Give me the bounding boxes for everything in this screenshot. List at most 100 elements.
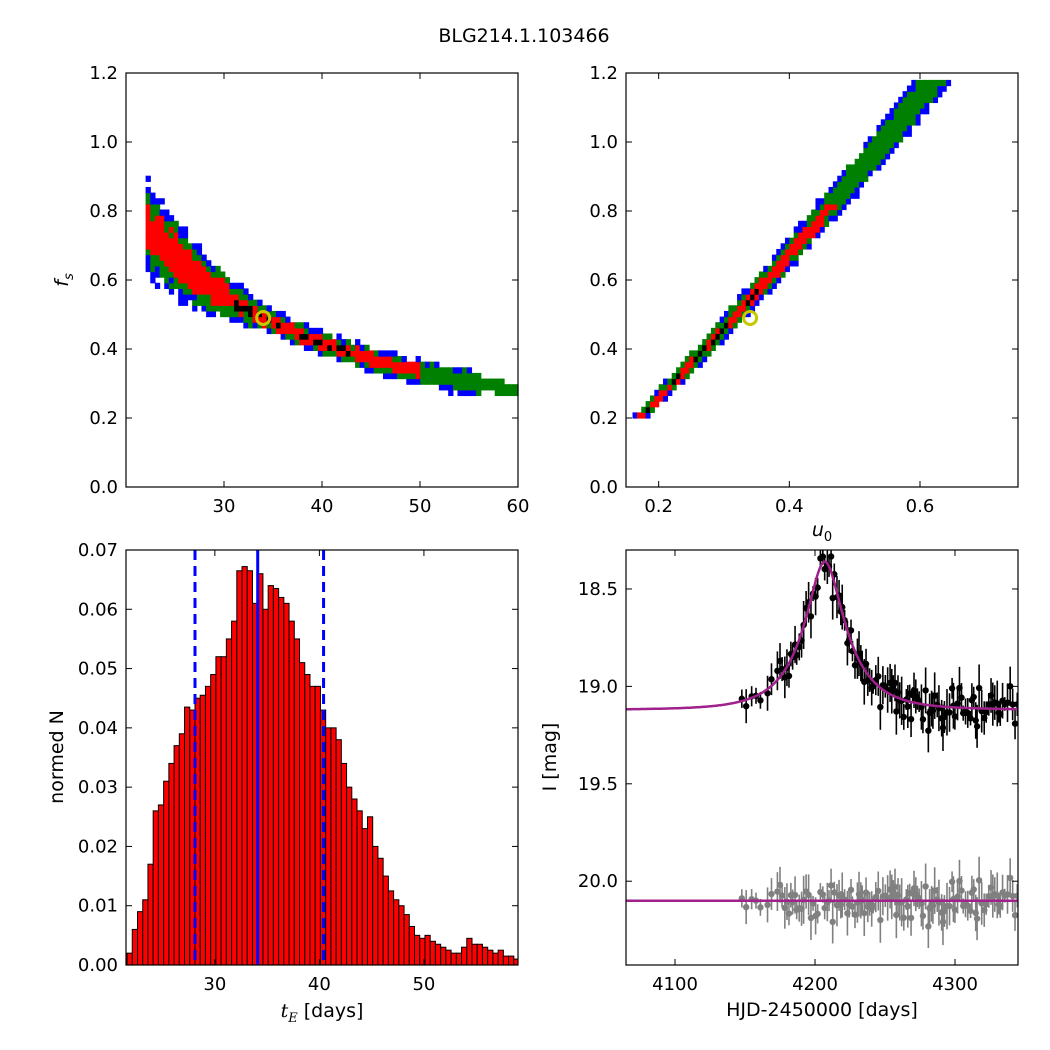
heatmap-cell xyxy=(234,288,240,295)
heatmap-cell xyxy=(201,294,207,301)
heatmap-cell xyxy=(880,119,886,126)
heatmap-cell xyxy=(341,350,347,357)
data-point xyxy=(757,697,764,704)
data-point xyxy=(975,684,983,692)
heatmap-cell xyxy=(641,412,647,419)
heatmap-cell xyxy=(224,299,230,306)
histogram-bar xyxy=(136,911,144,966)
heatmap-cell xyxy=(658,384,664,391)
heatmap-cell xyxy=(238,305,244,312)
heatmap-cell xyxy=(322,344,328,351)
data-point xyxy=(983,708,990,716)
heatmap-cell xyxy=(415,372,421,380)
heatmap-cell xyxy=(206,288,212,295)
data-point xyxy=(869,682,877,690)
heatmap-cell xyxy=(317,339,324,346)
heatmap-cell xyxy=(196,277,203,284)
heatmap-cell xyxy=(317,327,324,335)
heatmap-cell xyxy=(150,192,156,199)
heatmap-cell xyxy=(789,243,795,250)
heatmap-cell xyxy=(196,294,203,301)
heatmap-cell xyxy=(832,203,838,211)
data-point xyxy=(904,703,911,710)
heatmap-cell xyxy=(937,91,943,98)
heatmap-cell xyxy=(303,327,310,335)
heatmap-cell xyxy=(294,339,300,346)
heatmap-cell xyxy=(902,113,908,120)
heatmap-cell xyxy=(933,96,939,104)
heatmap-cell xyxy=(150,232,156,239)
histogram-bar xyxy=(215,656,222,966)
heatmap-cell xyxy=(872,164,878,171)
heatmap-cell xyxy=(192,305,198,312)
heatmap-cell xyxy=(294,327,300,335)
heatmap-cell xyxy=(341,344,347,351)
heatmap-cell xyxy=(294,333,300,340)
heatmap-cell xyxy=(210,282,217,289)
histogram-bar xyxy=(335,739,342,966)
heatmap-cell xyxy=(424,372,431,380)
heatmap-cell xyxy=(476,389,482,397)
heatmap-cell xyxy=(636,412,642,419)
residual-point xyxy=(875,887,882,895)
heatmap-cell xyxy=(854,164,860,171)
heatmap-cell xyxy=(750,294,756,301)
heatmap-cell xyxy=(693,356,699,363)
heatmap-cell xyxy=(676,378,682,385)
heatmap-cell xyxy=(159,226,165,233)
heatmap-cell xyxy=(178,277,184,284)
heatmap-cell xyxy=(392,367,398,374)
heatmap-cell xyxy=(452,378,459,385)
heatmap-cell xyxy=(859,164,864,171)
heatmap-cell xyxy=(308,344,314,351)
heatmap-cell xyxy=(280,316,286,323)
heatmap-cell xyxy=(238,316,244,323)
panel-tE-histogram-border xyxy=(125,549,519,966)
residual-point xyxy=(1009,892,1016,900)
heatmap-cell xyxy=(508,389,514,397)
heatmap-cell xyxy=(937,85,943,92)
heatmap-cell xyxy=(406,378,412,385)
heatmap-cell xyxy=(876,141,882,149)
fs-vs-u0-x-ticks: 0.2 0.4 0.6 xyxy=(644,73,934,517)
heatmap-cell xyxy=(229,294,235,301)
heatmap-cell xyxy=(196,265,203,273)
heatmap-cell xyxy=(715,322,721,329)
residual-point xyxy=(849,903,856,910)
heatmap-cell xyxy=(308,333,314,340)
heatmap-cell xyxy=(150,215,156,222)
heatmap-cell xyxy=(345,350,352,357)
y-tick-label: 0.8 xyxy=(589,201,618,222)
heatmap-cell xyxy=(689,367,695,374)
heatmap-cell xyxy=(811,215,817,222)
heatmap-cell xyxy=(178,243,184,250)
heatmap-cell xyxy=(159,248,165,256)
data-point xyxy=(946,709,953,716)
heatmap-cell xyxy=(178,288,184,295)
heatmap-cell xyxy=(229,282,235,289)
histogram-bar xyxy=(346,786,353,966)
heatmap-cell xyxy=(443,378,449,385)
heatmap-cell xyxy=(345,339,352,346)
heatmap-cell xyxy=(832,186,838,194)
heatmap-cell xyxy=(327,333,333,340)
heatmap-cell xyxy=(336,356,342,363)
heatmap-cell xyxy=(811,232,817,239)
y-tick-label: 0.03 xyxy=(78,777,118,798)
heatmap-cell xyxy=(845,170,851,177)
heatmap-cell xyxy=(448,389,454,397)
heatmap-cell xyxy=(728,305,734,312)
heatmap-cell xyxy=(859,181,864,188)
heatmap-cell xyxy=(206,294,212,301)
heatmap-cell xyxy=(429,372,435,380)
heatmap-cell xyxy=(784,237,790,244)
heatmap-cell xyxy=(867,158,873,166)
heatmap-cell xyxy=(448,378,454,385)
heatmap-cell xyxy=(280,333,286,340)
heatmap-cell xyxy=(145,220,151,228)
heatmap-cell xyxy=(336,344,342,351)
heatmap-cell xyxy=(303,339,310,346)
heatmap-cell xyxy=(336,333,342,340)
heatmap-cell xyxy=(387,367,393,374)
heatmap-cell xyxy=(924,91,930,98)
